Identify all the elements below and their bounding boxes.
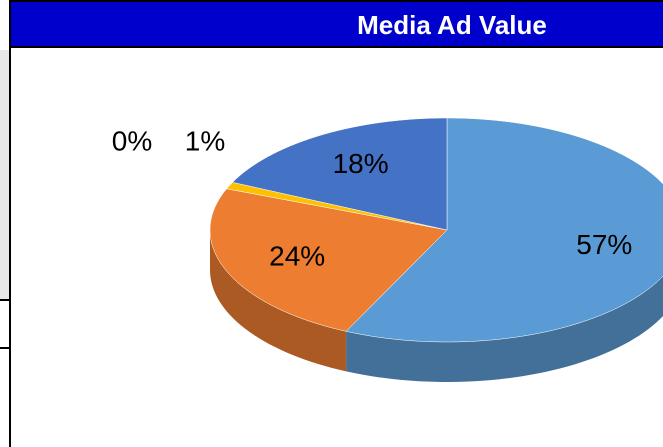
slice — [345, 117, 663, 343]
data-label: 0% — [112, 125, 152, 156]
slice — [209, 188, 448, 332]
header-bar — [9, 0, 663, 48]
data-label: 24% — [269, 240, 325, 271]
slice — [232, 117, 448, 231]
slice-side — [346, 276, 663, 382]
data-label: 57% — [576, 229, 632, 260]
data-label: 1% — [185, 125, 225, 156]
slice-side — [210, 230, 347, 372]
chart-title: Media Ad Value — [357, 10, 547, 40]
cell-shade — [0, 50, 10, 300]
data-label: 18% — [333, 148, 389, 179]
